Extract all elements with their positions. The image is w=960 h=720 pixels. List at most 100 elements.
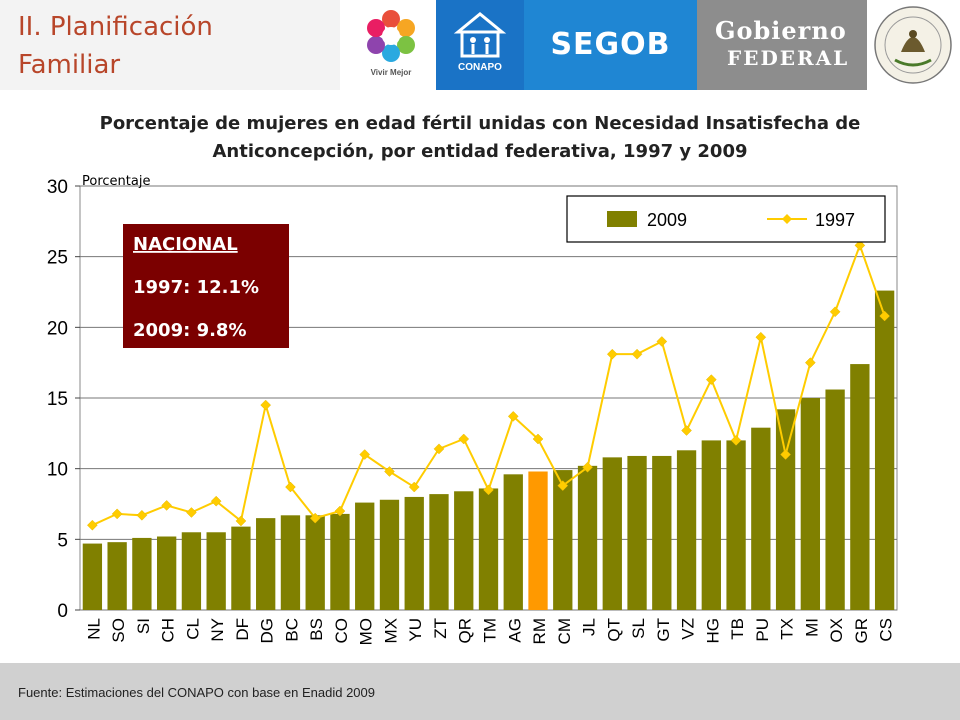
point-1997-SL [631,348,643,360]
y-tick-label: 5 [57,530,68,551]
point-1997-CS [879,310,890,322]
vivir-mejor-logo: Vivir Mejor [346,0,436,90]
point-1997-CH [161,500,173,511]
source-note: Fuente: Estimaciones del CONAPO con base… [18,685,375,700]
bar-CM [553,470,573,610]
x-tick-label: MO [357,618,376,645]
bar-MO [355,502,375,610]
x-tick-label: NY [208,618,227,642]
x-tick-label: AG [505,618,524,643]
bar-NL [82,543,103,610]
bar-BS [305,515,325,610]
x-tick-label: CM [555,618,574,644]
point-1997-QR [458,433,470,445]
bar-CH [156,536,177,610]
flower-icon [367,10,415,62]
x-tick-label: ZT [431,618,450,639]
x-tick-label: MX [381,618,400,644]
x-tick-label: QR [456,618,475,644]
bar-GT [652,455,672,610]
gobierno-federal-logo: Gobierno FEDERAL [697,0,867,90]
vivir-mejor-label: Vivir Mejor [370,68,412,77]
eagle-seal-icon [874,6,952,84]
point-1997-NL [87,519,98,531]
point-1997-VZ [681,425,692,436]
bar-DG [256,518,276,610]
point-1997-CL [186,507,197,518]
bar-BC [280,515,301,610]
point-1997-BS [309,512,321,524]
chart-title-line1: Porcentaje de mujeres en edad fértil uni… [99,113,861,134]
point-1997-TB [730,435,742,446]
bar-OX [825,389,845,610]
bar-YU [404,496,424,610]
point-1997-MO [359,449,371,460]
bar-CO [330,513,350,610]
bar-DF [231,526,251,610]
segob-label: SEGOB [550,27,671,62]
point-1997-NY [210,495,222,507]
x-tick-label: SI [134,618,153,634]
point-1997-AG [507,411,519,422]
x-tick-label: YU [406,618,425,642]
x-tick-label: PU [753,618,772,642]
point-1997-PU [755,331,767,343]
point-1997-DF [235,515,247,527]
conapo-label: CONAPO [458,62,502,73]
point-1997-OX [829,306,841,318]
y-tick-label: 0 [57,601,68,622]
x-tick-label: TB [728,618,747,640]
x-tick-label: DG [258,618,277,644]
nacional-box [123,224,289,348]
point-1997-QT [606,348,618,360]
x-tick-label: CL [183,618,202,640]
bar-CL [181,532,202,610]
point-1997-BC [285,481,296,493]
legend-marker-1997 [782,214,792,224]
x-tick-label: VZ [679,618,698,640]
point-1997-SI [136,509,148,521]
bar-SO [107,542,127,610]
bar-AG [503,474,523,610]
point-1997-RM [532,433,544,445]
y-tick-label: 10 [47,460,68,481]
legend-label-1997: 1997 [815,210,855,230]
segob-logo: SEGOB [524,0,697,90]
bar-MI [800,398,821,610]
x-tick-label: GT [654,618,673,642]
point-1997-TM [483,484,494,496]
bar-PU [751,427,771,610]
bar-MX [379,499,400,610]
point-1997-HG [705,374,717,385]
chart-title-line2: Anticoncepción, por entidad federativa, … [212,141,748,162]
point-1997-GR [854,240,866,251]
bar-QT [602,457,622,610]
point-1997-DG [260,399,272,411]
house-icon [453,12,507,58]
x-tick-label: CS [877,618,896,642]
y-tick-label: 25 [47,248,68,269]
conapo-logo: CONAPO [436,0,524,90]
x-tick-label: RM [530,618,549,644]
x-tick-label: NL [84,618,103,640]
legend-label-2009: 2009 [647,210,687,230]
x-tick-label: CO [332,618,351,644]
x-tick-label: OX [827,618,846,643]
point-1997-MX [384,466,395,477]
header: II. Planificación Familiar Vivir Mejor C… [0,0,960,90]
x-tick-label: SL [629,618,648,639]
y-tick-label: 15 [47,389,68,410]
x-tick-label: TX [778,618,797,640]
bar-RM [528,471,548,610]
point-1997-SO [111,508,123,520]
y-axis-label: Porcentaje [82,174,150,189]
federal-label: FEDERAL [727,46,850,70]
x-tick-label: BC [282,618,301,642]
x-tick-label: JL [580,618,599,636]
y-tick-label: 30 [47,177,68,198]
bar-line-chart: 0 5 10 15 20 25 30 Porcentaje NL SO SI CH CL NY DF DG BC… [47,174,898,645]
bar-SL [627,455,647,610]
x-tick-label: QT [604,618,623,642]
bar-ZT [429,494,449,610]
point-1997-YU [408,481,420,493]
